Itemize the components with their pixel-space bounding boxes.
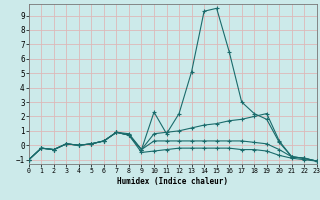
X-axis label: Humidex (Indice chaleur): Humidex (Indice chaleur) bbox=[117, 177, 228, 186]
